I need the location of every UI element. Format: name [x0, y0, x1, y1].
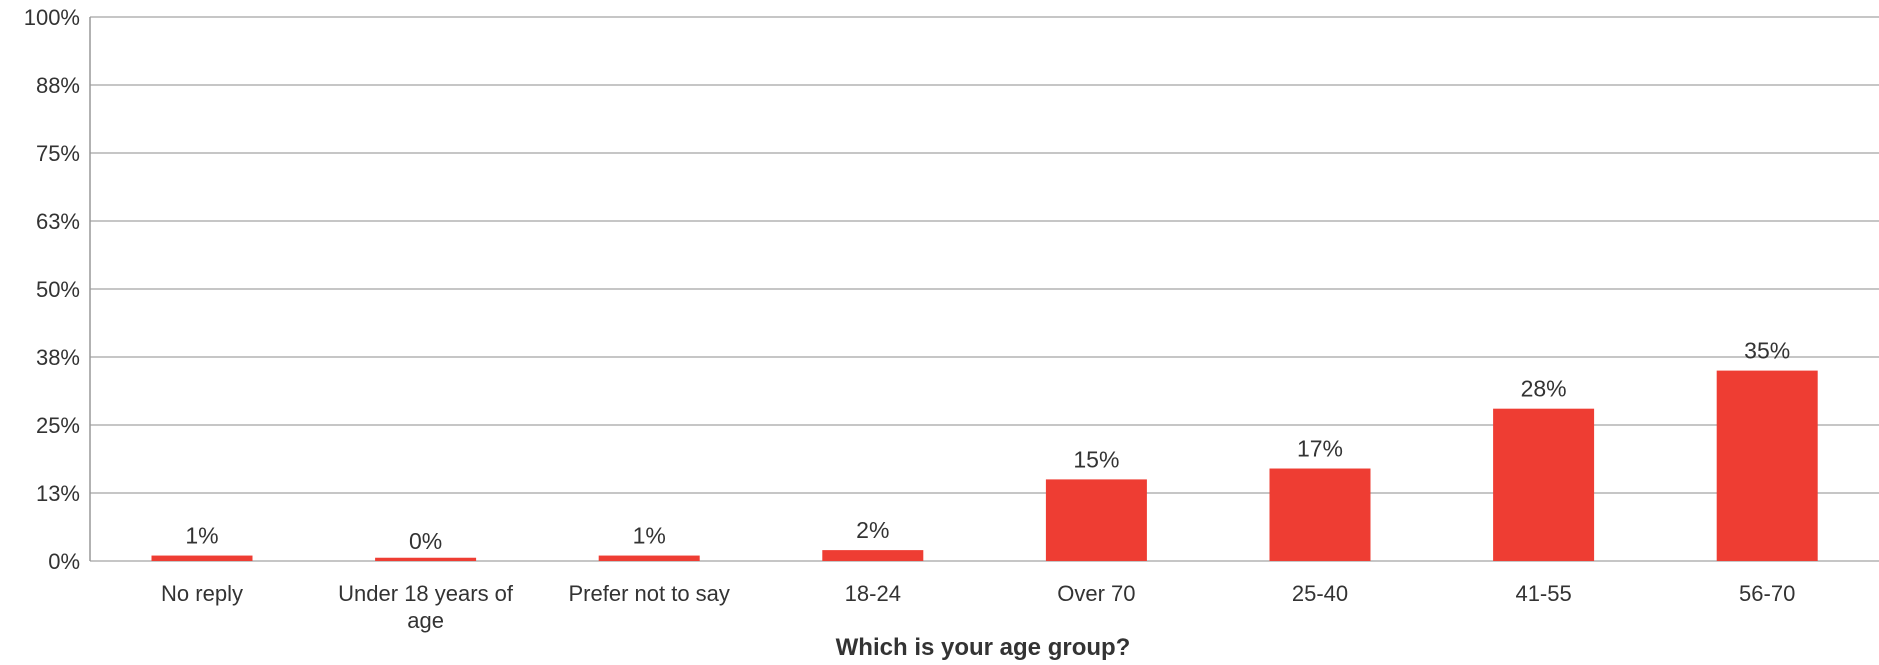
y-tick-label: 0%: [48, 549, 80, 574]
y-tick-label: 88%: [36, 73, 80, 98]
bar-value-label: 28%: [1521, 376, 1567, 402]
value-labels: 1% 0% 1% 2% 15% 17% 28% 35%: [185, 338, 1790, 554]
bars: [151, 370, 1818, 561]
bar: [598, 555, 700, 561]
y-tick-label: 25%: [36, 413, 80, 438]
x-category-label: 41-55: [1515, 581, 1571, 606]
bar-value-label: 2%: [856, 517, 889, 543]
x-axis-category-labels: No reply Under 18 years of age Prefer not t…: [161, 581, 1795, 633]
x-category-label: 56-70: [1739, 581, 1795, 606]
y-tick-label: 75%: [36, 141, 80, 166]
bar: [375, 557, 477, 561]
y-tick-label: 100%: [24, 5, 80, 30]
x-category-label-line: No reply: [161, 581, 243, 606]
x-axis-title: Which is your age group?: [836, 634, 1131, 661]
gridlines: [90, 16, 1879, 562]
x-category-label-line: 18-24: [845, 581, 901, 606]
bar: [1716, 370, 1818, 561]
x-category-label: 25-40: [1292, 581, 1348, 606]
bar: [1493, 408, 1595, 561]
x-category-label: Over 70: [1057, 581, 1135, 606]
y-axis-tick-labels: 0% 13% 25% 38% 50% 63% 75% 88% 100%: [24, 5, 80, 574]
bar-value-label: 35%: [1744, 338, 1790, 364]
x-category-label: No reply: [161, 581, 243, 606]
x-category-label-line: Prefer not to say: [568, 581, 729, 606]
x-category-label: 18-24: [845, 581, 901, 606]
y-tick-label: 50%: [36, 277, 80, 302]
x-category-label-line: age: [407, 608, 444, 633]
x-category-label-line: Over 70: [1057, 581, 1135, 606]
x-category-label-line: 25-40: [1292, 581, 1348, 606]
bar: [151, 555, 253, 561]
bar-value-label: 0%: [409, 528, 442, 554]
bar-value-label: 17%: [1297, 436, 1343, 462]
x-category-label: Prefer not to say: [568, 581, 729, 606]
x-category-label: Under 18 years of age: [338, 581, 514, 633]
bar-value-label: 1%: [185, 523, 218, 549]
bar-value-label: 1%: [633, 523, 666, 549]
y-tick-label: 13%: [36, 481, 80, 506]
x-category-label-line: 56-70: [1739, 581, 1795, 606]
bar: [1269, 468, 1371, 561]
bar-value-label: 15%: [1073, 446, 1119, 472]
bar: [1045, 479, 1147, 561]
x-category-label-line: Under 18 years of: [338, 581, 514, 606]
y-tick-label: 63%: [36, 209, 80, 234]
y-tick-label: 38%: [36, 345, 80, 370]
bar: [822, 550, 924, 561]
x-category-label-line: 41-55: [1515, 581, 1571, 606]
